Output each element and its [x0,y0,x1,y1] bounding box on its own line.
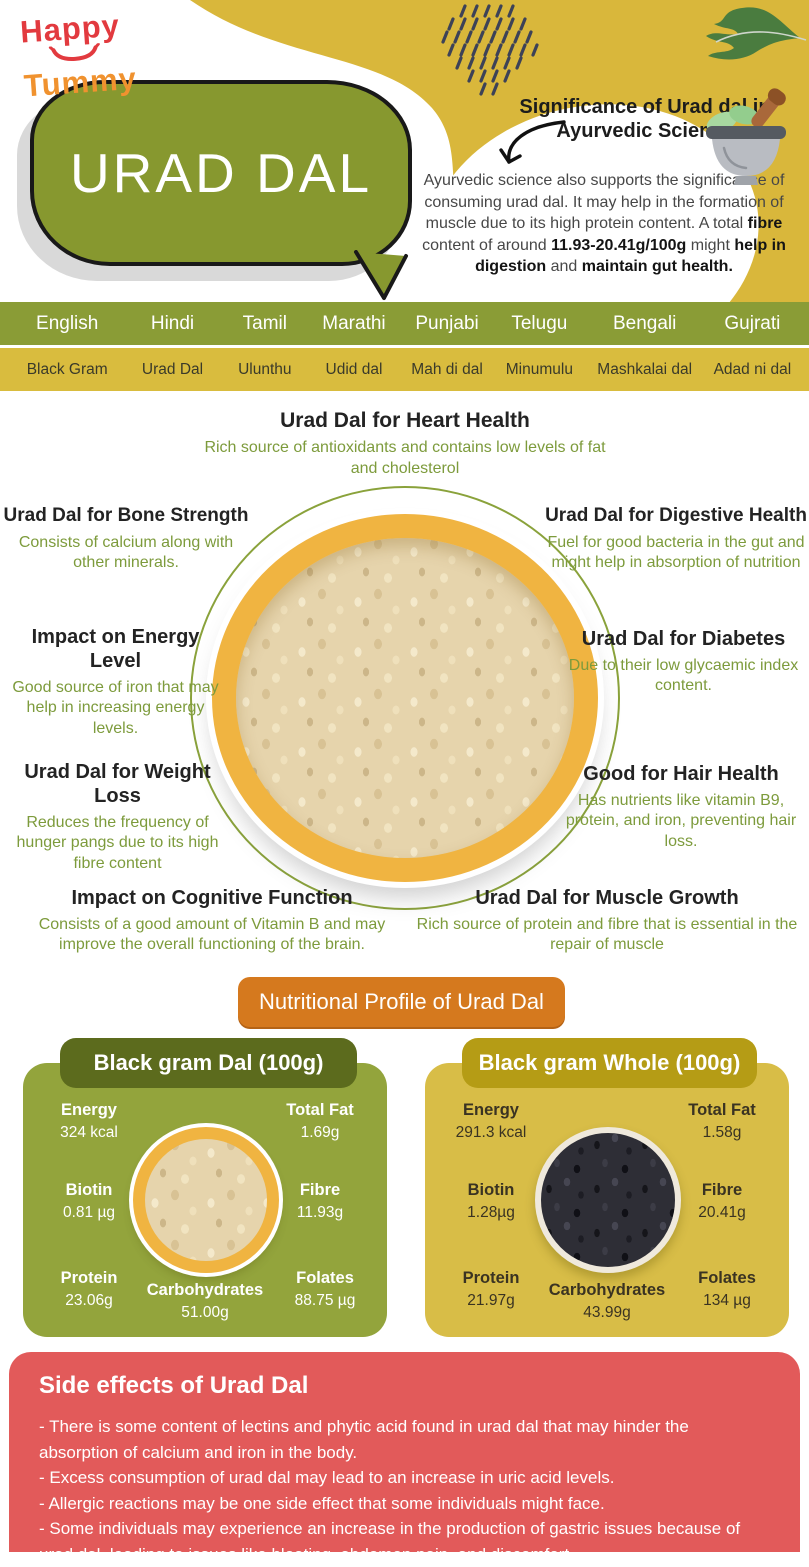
urad-dal-bowl-photo [212,514,598,882]
benefit-title: Urad Dal for Diabetes [581,628,786,650]
nutrient-fibre: Fibre 20.41g [698,1181,746,1221]
logo-line1: Happy [19,7,121,50]
language-value-cell: Adad ni dal [713,360,792,378]
language-header-cell: Bengali [612,312,677,334]
logo: Happy Tummy [19,6,155,105]
benefit-desc: Due to their low glycaemic index content… [568,657,799,695]
language-value-cell: Mah di dal [411,360,483,378]
benefit-title: Urad Dal for Heart Health [280,409,530,432]
white-blob [425,104,759,302]
nutrient-folates: Folates 134 µg [698,1269,756,1309]
benefit-desc: Rich source of protein and fibre that is… [416,916,798,954]
nutrient-total-fat: Total Fat 1.69g [286,1101,354,1141]
benefit-title: Urad Dal for Weight Loss [24,761,211,807]
benefit-desc: Rich source of antioxidants and contains… [204,439,606,477]
language-value-cell: Minumulu [505,360,573,378]
benefit-desc: Consists of calcium along with other min… [18,533,234,572]
side-effect-item: - Allergic reactions may be one side eff… [39,1493,605,1513]
benefit-cognitive-function: Impact on Cognitive Function Consists of… [12,886,412,956]
benefit-digestive-health: Urad Dal for Digestive Health Fuel for g… [543,505,809,574]
language-value-cell: Mashkalai dal [597,360,693,378]
nutrient-biotin: Biotin 1.28µg [467,1181,515,1221]
benefit-title: Urad Dal for Bone Strength [3,505,249,526]
mortar-pestle-icon [706,88,786,185]
side-effect-item: - Excess consumption of urad dal may lea… [39,1468,615,1487]
benefit-desc: Consists of a good amount of Vitamin B a… [38,916,386,954]
side-effects-card: Side effects of Urad Dal - There is some… [9,1352,800,1564]
language-header-cell: Marathi [322,312,386,334]
ayurveda-paragraph: Ayurvedic science also supports the sign… [422,172,786,276]
leaf-icon [706,7,807,60]
benefits-circle-outline [190,486,620,910]
whole-bowl-photo [535,1127,681,1273]
language-header-cell: English [36,312,99,334]
language-header-cell: Tamil [242,312,287,334]
nutritional-profile-button: Nutritional Profile of Urad Dal [238,977,565,1027]
dash-pattern [441,4,539,96]
card-dal-title: Black gram Dal (100g) [60,1038,357,1088]
header-decoration [190,0,809,302]
nutrient-energy: Energy 291.3 kcal [455,1101,527,1141]
card-whole-title: Black gram Whole (100g) [462,1038,757,1088]
card-black-gram-whole: Energy 291.3 kcal Total Fat 1.58g Biotin 1.… [425,1063,789,1337]
nutrient-folates: Folates 88.75 µg [294,1269,356,1309]
ayurveda-heading: Significance of Urad dal in Ayurvedic Sc… [519,96,771,142]
benefit-bone-strength: Urad Dal for Bone Strength Consists of c… [0,505,252,574]
dal-bowl-photo [133,1127,279,1273]
language-header-cell: Telugu [511,312,568,334]
language-value-cell: Udid dal [325,360,383,378]
nutrient-total-fat: Total Fat 1.58g [688,1101,756,1141]
language-header-row: English Hindi Tamil Marathi Punjabi Telu… [0,302,809,345]
nutrient-protein: Protein 21.97g [462,1269,520,1309]
card-black-gram-dal: Energy 324 kcal Total Fat 1.69g Biotin 0.81… [23,1063,387,1337]
language-value-cell: Ulunthu [238,360,292,378]
benefit-title: Urad Dal for Digestive Health [545,505,807,526]
language-header-cell: Hindi [150,312,195,334]
side-effect-item: - There is some content of lectins and p… [39,1417,689,1462]
benefit-title: Good for Hair Health [583,763,779,785]
language-header-cell: Gujrati [724,312,781,334]
benefit-energy-level: Impact on Energy Level Good source of ir… [8,625,223,739]
page-title: URAD DAL [69,142,373,204]
benefit-desc: Reduces the frequency of hunger pangs du… [16,814,219,872]
nutrient-energy: Energy 324 kcal [60,1101,118,1141]
hero-bubble: URAD DAL [30,80,412,266]
white-blob-2 [358,233,598,302]
side-effect-item: - Some individuals may experience an inc… [39,1519,741,1564]
nutrient-biotin: Biotin 0.81 µg [62,1181,116,1221]
nutrient-carbohydrates: Carbohydrates 43.99g [548,1281,666,1321]
benefit-muscle-growth: Urad Dal for Muscle Growth Rich source o… [405,886,809,956]
language-header-cell: Punjabi [415,312,479,334]
benefit-weight-loss: Urad Dal for Weight Loss Reduces the fre… [5,760,230,874]
language-value-cell: Black Gram [26,360,108,378]
benefit-desc: Good source of iron that may help in inc… [12,679,219,737]
benefit-hair-health: Good for Hair Health Has nutrients like … [553,762,809,852]
benefit-title: Urad Dal for Muscle Growth [475,887,739,909]
side-effects-title: Side effects of Urad Dal [39,1372,309,1399]
benefit-title: Impact on Energy Level [31,626,200,672]
language-value-cell: Urad Dal [141,360,204,378]
nutrient-carbohydrates: Carbohydrates 51.00g [146,1281,264,1321]
nutrient-fibre: Fibre 11.93g [296,1181,344,1221]
curved-arrow-icon [499,120,566,164]
nutrient-protein: Protein 23.06g [60,1269,118,1309]
benefit-diabetes: Urad Dal for Diabetes Due to their low g… [558,627,809,697]
language-value-row: Black Gram Urad Dal Ulunthu Udid dal Mah… [0,348,809,391]
benefit-title: Impact on Cognitive Function [71,887,353,909]
smile-icon [48,42,100,61]
benefit-desc: Has nutrients like vitamin B9, protein, … [565,792,797,850]
hero-bubble-tail [354,250,408,300]
benefit-desc: Fuel for good bacteria in the gut and mi… [547,533,805,572]
benefit-heart-health: Urad Dal for Heart Health Rich source of… [190,408,620,479]
